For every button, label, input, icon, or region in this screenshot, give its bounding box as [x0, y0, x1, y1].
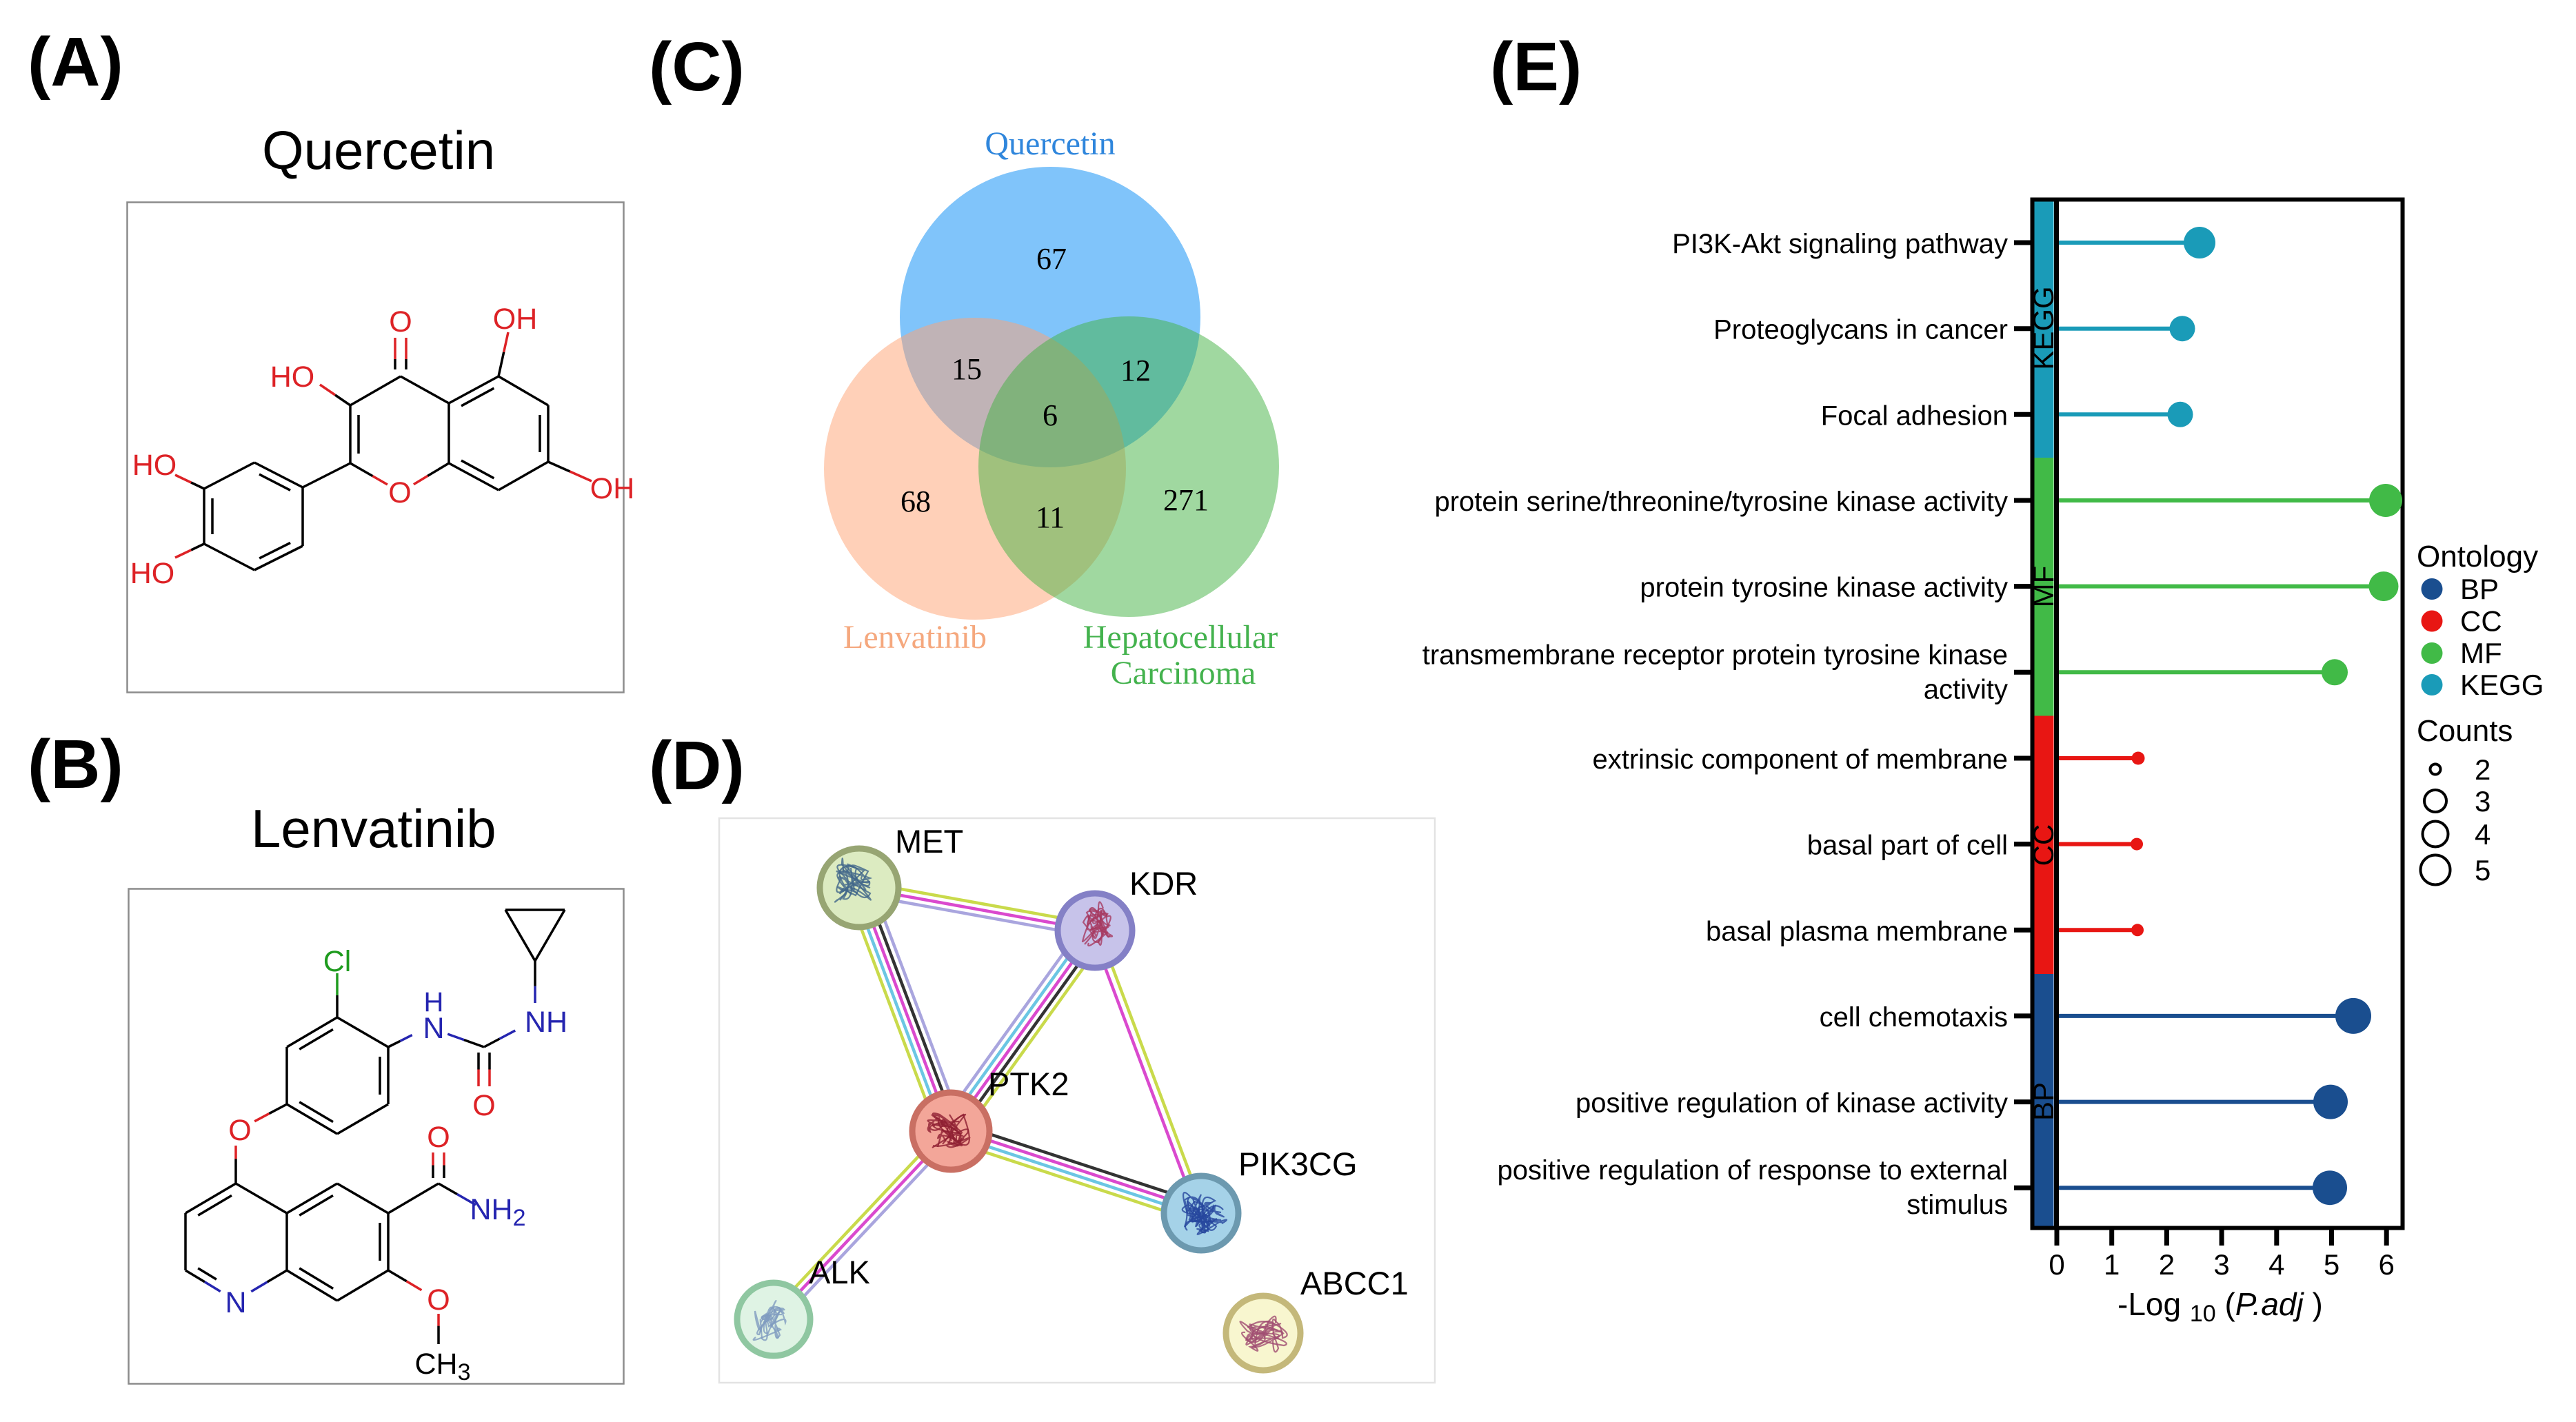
- svg-text:O: O: [472, 1089, 495, 1122]
- svg-text:BP: BP: [2460, 573, 2499, 605]
- svg-text:OH: OH: [590, 472, 635, 505]
- svg-text:H: H: [424, 987, 444, 1017]
- svg-text:3: 3: [2213, 1248, 2229, 1281]
- svg-text:activity: activity: [1924, 674, 2008, 704]
- svg-text:HO: HO: [132, 449, 177, 482]
- svg-text:Carcinoma: Carcinoma: [1111, 655, 1256, 691]
- svg-text:PIK3CG: PIK3CG: [1238, 1146, 1357, 1182]
- svg-text:NH: NH: [525, 1006, 567, 1039]
- svg-text:5: 5: [2324, 1248, 2339, 1281]
- svg-text:CC: CC: [2027, 824, 2060, 866]
- svg-text:protein tyrosine kinase activi: protein tyrosine kinase activity: [1640, 573, 2008, 603]
- svg-text:12: 12: [1120, 354, 1151, 387]
- svg-text:11: 11: [1036, 500, 1065, 534]
- svg-text:ABCC1: ABCC1: [1300, 1265, 1409, 1301]
- svg-text:ALK: ALK: [809, 1254, 870, 1290]
- svg-text:Quercetin: Quercetin: [985, 125, 1115, 162]
- svg-text:extrinsic component of membran: extrinsic component of membrane: [1593, 744, 2009, 775]
- svg-text:stimulus: stimulus: [1906, 1190, 2008, 1220]
- svg-text:PI3K-Akt signaling pathway: PI3K-Akt signaling pathway: [1672, 229, 2008, 259]
- svg-text:2: 2: [2475, 753, 2491, 786]
- svg-text:cell chemotaxis: cell chemotaxis: [1820, 1002, 2008, 1033]
- svg-text:NH2: NH2: [470, 1193, 525, 1231]
- svg-text:N: N: [225, 1286, 246, 1319]
- svg-text:Cl: Cl: [323, 945, 352, 978]
- svg-text:O: O: [389, 305, 412, 338]
- svg-text:1: 1: [2104, 1248, 2120, 1281]
- svg-text:OH: OH: [493, 303, 538, 336]
- svg-text:5: 5: [2475, 854, 2491, 886]
- svg-text:Lenvatinib: Lenvatinib: [843, 619, 987, 656]
- svg-text:CC: CC: [2460, 605, 2502, 638]
- svg-text:CH3: CH3: [414, 1348, 470, 1385]
- svg-text:-Log 10 (P.adj ): -Log 10 (P.adj ): [2117, 1286, 2323, 1327]
- svg-text:KEGG: KEGG: [2460, 669, 2544, 701]
- svg-text:4: 4: [2268, 1248, 2284, 1281]
- svg-text:basal part of cell: basal part of cell: [1807, 831, 2008, 861]
- svg-text:O: O: [388, 476, 411, 509]
- svg-text:15: 15: [952, 352, 982, 386]
- svg-text:PTK2: PTK2: [988, 1066, 1069, 1102]
- svg-text:Counts: Counts: [2417, 714, 2513, 748]
- svg-text:BP: BP: [2027, 1082, 2060, 1121]
- svg-text:2: 2: [2159, 1248, 2175, 1281]
- svg-text:positive regulation of respons: positive regulation of response to exter…: [1498, 1155, 2008, 1186]
- svg-text:KDR: KDR: [1129, 865, 1198, 902]
- svg-text:O: O: [427, 1283, 450, 1317]
- svg-text:271: 271: [1163, 483, 1209, 517]
- svg-text:MET: MET: [895, 823, 963, 860]
- svg-text:67: 67: [1036, 242, 1067, 276]
- svg-text:protein serine/threonine/tyros: protein serine/threonine/tyrosine kinase…: [1434, 487, 2008, 517]
- svg-text:MF: MF: [2027, 566, 2060, 608]
- svg-text:HO: HO: [270, 360, 315, 394]
- svg-text:4: 4: [2475, 818, 2491, 851]
- svg-text:Ontology: Ontology: [2417, 540, 2538, 573]
- svg-text:N: N: [423, 1012, 444, 1045]
- svg-text:positive regulation of kinase: positive regulation of kinase activity: [1576, 1088, 2008, 1119]
- svg-text:68: 68: [900, 485, 931, 518]
- svg-text:Focal adhesion: Focal adhesion: [1821, 400, 2008, 431]
- svg-text:Hepatocellular: Hepatocellular: [1083, 619, 1278, 656]
- svg-text:0: 0: [2049, 1248, 2064, 1281]
- svg-text:6: 6: [2379, 1248, 2395, 1281]
- svg-text:basal plasma membrane: basal plasma membrane: [1706, 916, 2008, 946]
- svg-text:O: O: [228, 1114, 251, 1147]
- svg-text:MF: MF: [2460, 637, 2502, 669]
- svg-text:transmembrane receptor protein: transmembrane receptor protein tyrosine …: [1422, 640, 2008, 670]
- svg-text:Proteoglycans in cancer: Proteoglycans in cancer: [1713, 315, 2008, 345]
- svg-text:HO: HO: [130, 557, 175, 590]
- svg-text:O: O: [427, 1121, 450, 1154]
- svg-text:3: 3: [2475, 785, 2491, 817]
- svg-text:KEGG: KEGG: [2027, 286, 2060, 369]
- svg-text:6: 6: [1043, 398, 1058, 432]
